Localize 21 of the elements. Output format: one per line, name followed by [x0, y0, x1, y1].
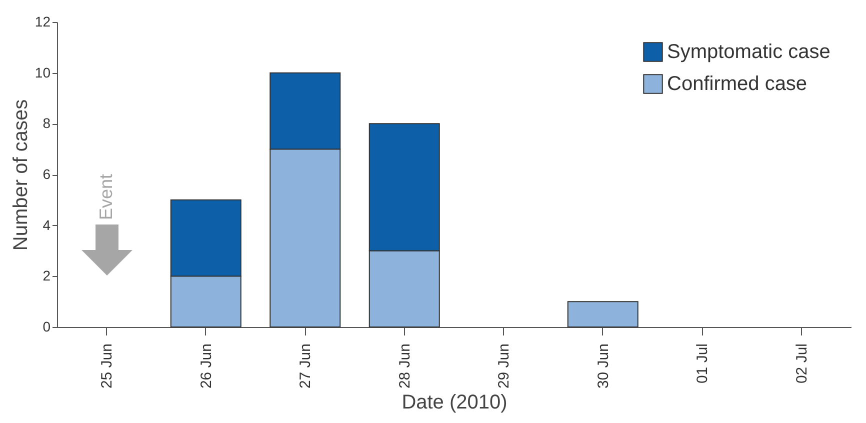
x-tick-label: 26 Jun [198, 344, 215, 389]
y-tick-label: 12 [34, 14, 51, 30]
x-tick-label: 27 Jun [297, 344, 314, 389]
legend-label: Confirmed case [667, 73, 808, 95]
y-tick-label: 6 [42, 166, 51, 182]
y-tick-label: 4 [42, 216, 51, 233]
y-tick-label: 8 [42, 115, 51, 132]
bar [567, 301, 638, 328]
x-tick-label: 02 Jul [793, 344, 810, 384]
y-tick-label: 10 [34, 64, 51, 80]
x-axis-title: Date (2010) [402, 392, 508, 414]
y-tick-label: 2 [42, 268, 51, 284]
legend-label: Symptomatic case [667, 41, 830, 63]
x-tick-label: 28 Jun [396, 344, 414, 389]
x-tick-label: 29 Jun [496, 344, 513, 389]
annotation: Event [96, 174, 116, 220]
x-tick-label: 25 Jun [98, 344, 116, 389]
y-axis-title: Number of cases [10, 99, 32, 251]
x-tick-label: 01 Jul [694, 344, 712, 384]
y-tick-label: 0 [42, 318, 51, 334]
x-tick-label: 30 Jun [594, 344, 612, 389]
